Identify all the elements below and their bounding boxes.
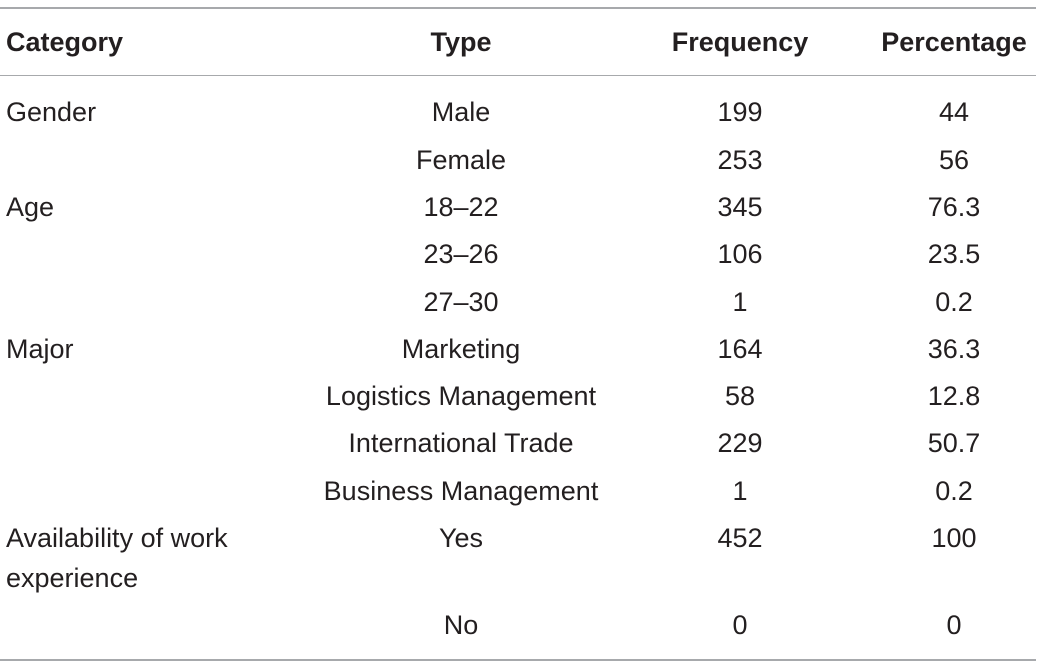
cell-category: Major	[6, 334, 74, 364]
cell-frequency: 164	[717, 334, 763, 364]
cell-percentage: 50.7	[927, 428, 981, 458]
table-header-rule	[0, 75, 1036, 76]
cell-frequency: 199	[717, 97, 763, 127]
table-top-rule	[0, 7, 1036, 9]
cell-percentage: 44	[938, 97, 970, 127]
cell-percentage: 100	[931, 523, 977, 553]
cell-frequency: 452	[717, 523, 763, 553]
cell-type: Female	[415, 145, 507, 175]
cell-type: 27–30	[423, 287, 499, 317]
table-bottom-rule	[0, 659, 1036, 661]
cell-percentage: 76.3	[927, 192, 981, 222]
cell-percentage: 12.8	[927, 381, 981, 411]
cell-category: Gender	[6, 97, 97, 127]
cell-percentage: 0.2	[935, 287, 973, 317]
cell-type: Marketing	[401, 334, 521, 364]
cell-type: Male	[431, 97, 491, 127]
header-frequency: Frequency	[671, 27, 809, 57]
cell-frequency: 106	[717, 239, 763, 269]
cell-type: No	[443, 610, 479, 640]
header-category: Category	[6, 27, 124, 57]
cell-frequency: 1	[732, 476, 748, 506]
cell-frequency: 229	[717, 428, 763, 458]
cell-frequency: 345	[717, 192, 763, 222]
header-type: Type	[430, 27, 492, 57]
cell-percentage: 23.5	[927, 239, 981, 269]
cell-percentage: 0.2	[935, 476, 973, 506]
cell-type: Logistics Management	[325, 381, 597, 411]
cell-frequency: 58	[724, 381, 756, 411]
cell-category: Age	[6, 192, 55, 222]
cell-percentage: 36.3	[927, 334, 981, 364]
cell-percentage: 0	[946, 610, 962, 640]
cell-type: 23–26	[423, 239, 499, 269]
cell-type: Yes	[438, 523, 484, 553]
cell-frequency: 253	[717, 145, 763, 175]
header-percentage: Percentage	[881, 27, 1027, 57]
cell-frequency: 0	[732, 610, 748, 640]
cell-frequency: 1	[732, 287, 748, 317]
cell-type: Business Management	[323, 476, 599, 506]
cell-type: International Trade	[348, 428, 574, 458]
cell-percentage: 56	[938, 145, 970, 175]
cell-type: 18–22	[423, 192, 499, 222]
cell-category: Availability of work experience	[6, 523, 228, 593]
